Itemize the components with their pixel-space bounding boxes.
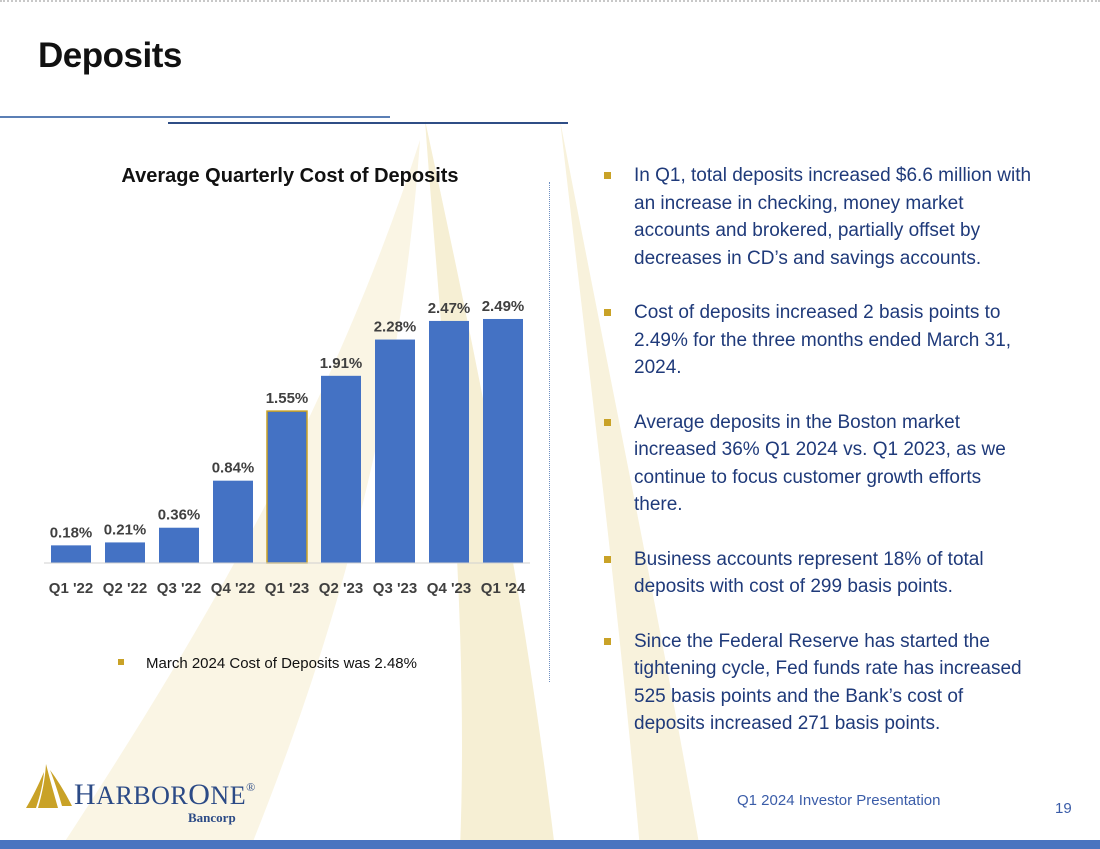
x-tick-label: Q1 '23: [265, 580, 309, 597]
bullet-square-icon: [604, 418, 611, 426]
bullet-square-icon: [604, 637, 611, 645]
bullet-text: Cost of deposits increased 2 basis point…: [634, 302, 1012, 378]
harborone-logo: HARBORONE® Bancorp: [24, 760, 284, 830]
cost-of-deposits-bar-chart: 0.18% 0.21% 0.36% 0.84% 1.55% 1.91% 2.28% 2.47%…: [44, 298, 530, 597]
chart-note: March 2024 Cost of Deposits was 2.48%: [118, 655, 417, 672]
bullet-text: Since the Federal Reserve has started th…: [634, 630, 1022, 735]
bar-value-label: 0.84%: [212, 460, 255, 477]
bar-value-label: 0.18%: [50, 524, 93, 541]
bar-value-label: 0.21%: [104, 521, 147, 538]
page-title: Deposits: [38, 36, 182, 75]
bar-value-label: 2.49%: [482, 298, 525, 315]
title-underline-dark: [168, 122, 568, 124]
bullet-square-icon: [118, 659, 124, 666]
bar: [483, 318, 523, 563]
bar: [159, 527, 199, 563]
bullet-list: In Q1, total deposits increased $6.6 mil…: [604, 162, 1034, 765]
bar-value-label: 2.28%: [374, 319, 417, 336]
bullet-item: Average deposits in the Boston market in…: [604, 409, 1034, 519]
logo-letter: H: [74, 778, 97, 811]
logo-letters: ARBOR: [96, 781, 189, 810]
bar: [266, 410, 308, 564]
bullet-text: In Q1, total deposits increased $6.6 mil…: [634, 165, 1032, 269]
x-tick-label: Q1 '22: [49, 580, 93, 597]
x-tick-label: Q3 '22: [157, 580, 201, 597]
column-divider: [549, 182, 550, 682]
bullet-text: Business accounts represent 18% of total…: [634, 548, 984, 598]
footer-bar: [0, 840, 1100, 849]
x-tick-label: Q4 '23: [427, 580, 471, 597]
title-underline-light: [0, 116, 390, 118]
bullet-text: Average deposits in the Boston market in…: [634, 411, 1006, 516]
page-number: 19: [1055, 800, 1072, 817]
chart-title: Average Quarterly Cost of Deposits: [121, 165, 459, 187]
registered-mark: ®: [246, 780, 256, 794]
bar: [213, 480, 253, 563]
bar: [321, 375, 361, 563]
top-dotted-border: [0, 0, 1100, 2]
bullet-square-icon: [604, 309, 611, 316]
bullet-square-icon: [604, 555, 611, 563]
bar: [375, 339, 415, 563]
footer-text: Q1 2024 Investor Presentation: [737, 792, 941, 809]
x-tick-label: Q3 '23: [373, 580, 417, 597]
bar: [105, 542, 145, 563]
x-tick-label: Q4 '22: [211, 580, 255, 597]
bar-value-label: 1.91%: [320, 355, 363, 372]
bar-value-label: 1.55%: [266, 390, 309, 407]
x-tick-label: Q1 '24: [481, 580, 526, 597]
bullet-square-icon: [604, 172, 611, 179]
x-tick-label: Q2 '22: [103, 580, 147, 597]
logo-subtitle: Bancorp: [188, 810, 236, 825]
bar-value-label: 2.47%: [428, 300, 471, 317]
bar-value-label: 0.36%: [158, 507, 201, 524]
bullet-item: Cost of deposits increased 2 basis point…: [604, 299, 1034, 382]
logo-letter: O: [188, 778, 211, 811]
bullet-item: Since the Federal Reserve has started th…: [604, 628, 1034, 738]
x-tick-label: Q2 '23: [319, 580, 363, 597]
bar: [429, 320, 469, 563]
bar: [51, 545, 91, 563]
bullet-item: Business accounts represent 18% of total…: [604, 546, 1034, 601]
logo-letters: NE: [210, 781, 247, 810]
logo-wordmark: HARBORONE®: [74, 778, 256, 812]
chart-note-text: March 2024 Cost of Deposits was 2.48%: [146, 655, 417, 672]
bullet-item: In Q1, total deposits increased $6.6 mil…: [604, 162, 1034, 272]
sail-logo-icon: [26, 764, 72, 808]
